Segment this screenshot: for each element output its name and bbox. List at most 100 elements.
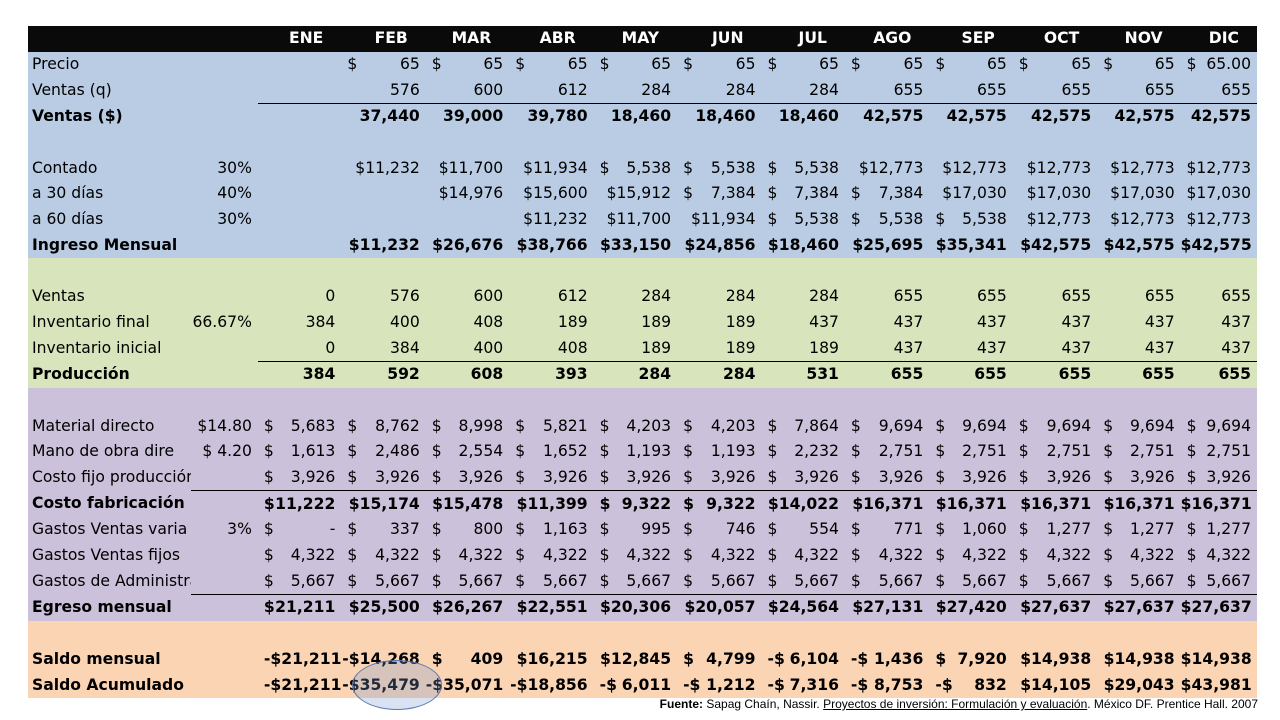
value-cell[interactable]: $16,371 (1012, 490, 1098, 518)
value-cell[interactable]: $12,773 (1012, 206, 1098, 233)
value-cell[interactable]: 384 (341, 335, 426, 362)
value-cell[interactable]: $4,799 (677, 646, 762, 673)
value-cell[interactable]: 655 (1180, 77, 1257, 104)
value-cell[interactable]: 600 (425, 77, 510, 104)
value-cell[interactable]: 284 (677, 77, 762, 104)
month-header[interactable]: MAR (425, 26, 510, 52)
value-cell[interactable] (1180, 387, 1257, 414)
value-cell[interactable] (1012, 620, 1098, 647)
value-cell[interactable]: $24,856 (677, 232, 762, 259)
value-cell[interactable]: $17,030 (1180, 181, 1257, 207)
row-parameter[interactable] (190, 464, 258, 491)
value-cell[interactable]: $42,575 (1012, 232, 1098, 259)
value-cell[interactable]: $11,934 (509, 155, 594, 182)
value-cell[interactable]: $17,030 (1097, 181, 1181, 207)
value-cell[interactable] (509, 129, 594, 156)
value-cell[interactable]: $5,667 (844, 568, 930, 595)
row-label[interactable]: Ventas (28, 283, 191, 310)
value-cell[interactable]: 437 (844, 335, 930, 362)
value-cell[interactable] (1012, 387, 1098, 414)
value-cell[interactable] (929, 129, 1013, 156)
value-cell[interactable] (425, 258, 510, 284)
value-cell[interactable]: $4,322 (761, 542, 845, 569)
value-cell[interactable] (593, 620, 678, 647)
row-parameter[interactable] (190, 103, 258, 130)
value-cell[interactable]: 437 (1012, 309, 1098, 336)
value-cell[interactable] (509, 387, 594, 414)
row-parameter[interactable] (190, 542, 258, 569)
value-cell[interactable]: 39,000 (425, 103, 510, 130)
value-cell[interactable] (257, 620, 342, 647)
value-cell[interactable]: $3,926 (509, 464, 594, 491)
month-header[interactable]: JUL (761, 26, 845, 52)
value-cell[interactable]: $14,938 (1097, 646, 1181, 673)
value-cell[interactable]: 189 (761, 335, 845, 362)
value-cell[interactable]: $2,751 (1012, 439, 1098, 465)
value-cell[interactable]: 18,460 (593, 103, 678, 130)
row-parameter[interactable] (190, 283, 258, 310)
row-label[interactable]: Gastos de Administración (28, 568, 191, 595)
value-cell[interactable] (1180, 258, 1257, 284)
value-cell[interactable] (257, 155, 342, 182)
value-cell[interactable]: $7,384 (844, 181, 930, 207)
value-cell[interactable]: $16,371 (844, 490, 930, 518)
value-cell[interactable]: $65 (593, 51, 678, 78)
row-parameter[interactable] (190, 335, 258, 362)
value-cell[interactable]: $11,700 (425, 155, 510, 182)
value-cell[interactable]: 437 (1097, 335, 1181, 362)
row-parameter[interactable] (190, 568, 258, 595)
value-cell[interactable]: $3,926 (929, 464, 1013, 491)
value-cell[interactable]: $27,420 (929, 594, 1013, 621)
row-parameter[interactable] (190, 490, 258, 518)
value-cell[interactable]: -$ 6,104 (761, 646, 845, 673)
value-cell[interactable]: $9,322 (593, 490, 678, 518)
value-cell[interactable]: $11,399 (509, 490, 594, 518)
value-cell[interactable]: $33,150 (593, 232, 678, 259)
row-parameter[interactable] (190, 258, 258, 284)
value-cell[interactable]: 408 (509, 335, 594, 362)
value-cell[interactable]: $65 (677, 51, 762, 78)
value-cell[interactable] (593, 258, 678, 284)
value-cell[interactable] (929, 620, 1013, 647)
value-cell[interactable]: $2,232 (761, 439, 845, 465)
value-cell[interactable]: 437 (1097, 309, 1181, 336)
row-label[interactable]: Inventario inicial (28, 335, 191, 362)
value-cell[interactable]: -$ 1,212 (677, 672, 762, 698)
row-parameter[interactable]: 3% (190, 517, 258, 543)
value-cell[interactable]: $11,222 (257, 490, 342, 518)
value-cell[interactable]: 284 (593, 77, 678, 104)
value-cell[interactable] (257, 51, 342, 78)
value-cell[interactable]: -$ 21,211 (257, 646, 342, 673)
value-cell[interactable]: $1,060 (929, 517, 1013, 543)
row-label[interactable]: Egreso mensual (28, 594, 191, 621)
value-cell[interactable]: $14,105 (1012, 672, 1098, 698)
value-cell[interactable]: $4,322 (257, 542, 342, 569)
row-label[interactable] (28, 387, 191, 414)
value-cell[interactable] (1012, 129, 1098, 156)
value-cell[interactable]: 655 (1012, 283, 1098, 310)
value-cell[interactable]: $14,976 (425, 181, 510, 207)
value-cell[interactable]: 655 (1180, 283, 1257, 310)
value-cell[interactable]: 42,575 (929, 103, 1013, 130)
value-cell[interactable]: $12,773 (929, 155, 1013, 182)
value-cell[interactable]: 612 (509, 77, 594, 104)
value-cell[interactable] (425, 129, 510, 156)
value-cell[interactable]: $1,613 (257, 439, 342, 465)
value-cell[interactable]: $9,322 (677, 490, 762, 518)
value-cell[interactable]: $20,306 (593, 594, 678, 621)
row-label[interactable]: Precio (28, 51, 191, 78)
row-parameter[interactable] (190, 51, 258, 78)
row-parameter[interactable]: $ 4.20 (190, 439, 258, 465)
row-parameter[interactable] (190, 620, 258, 647)
row-label[interactable]: Ingreso Mensual (28, 232, 191, 259)
value-cell[interactable] (1097, 620, 1181, 647)
value-cell[interactable]: $15,478 (425, 490, 510, 518)
value-cell[interactable]: $3,926 (257, 464, 342, 491)
value-cell[interactable]: 408 (425, 309, 510, 336)
value-cell[interactable]: $800 (425, 517, 510, 543)
value-cell[interactable]: 39,780 (509, 103, 594, 130)
value-cell[interactable]: 655 (844, 283, 930, 310)
value-cell[interactable]: $5,538 (844, 206, 930, 233)
value-cell[interactable]: $26,676 (425, 232, 510, 259)
value-cell[interactable]: $2,751 (844, 439, 930, 465)
